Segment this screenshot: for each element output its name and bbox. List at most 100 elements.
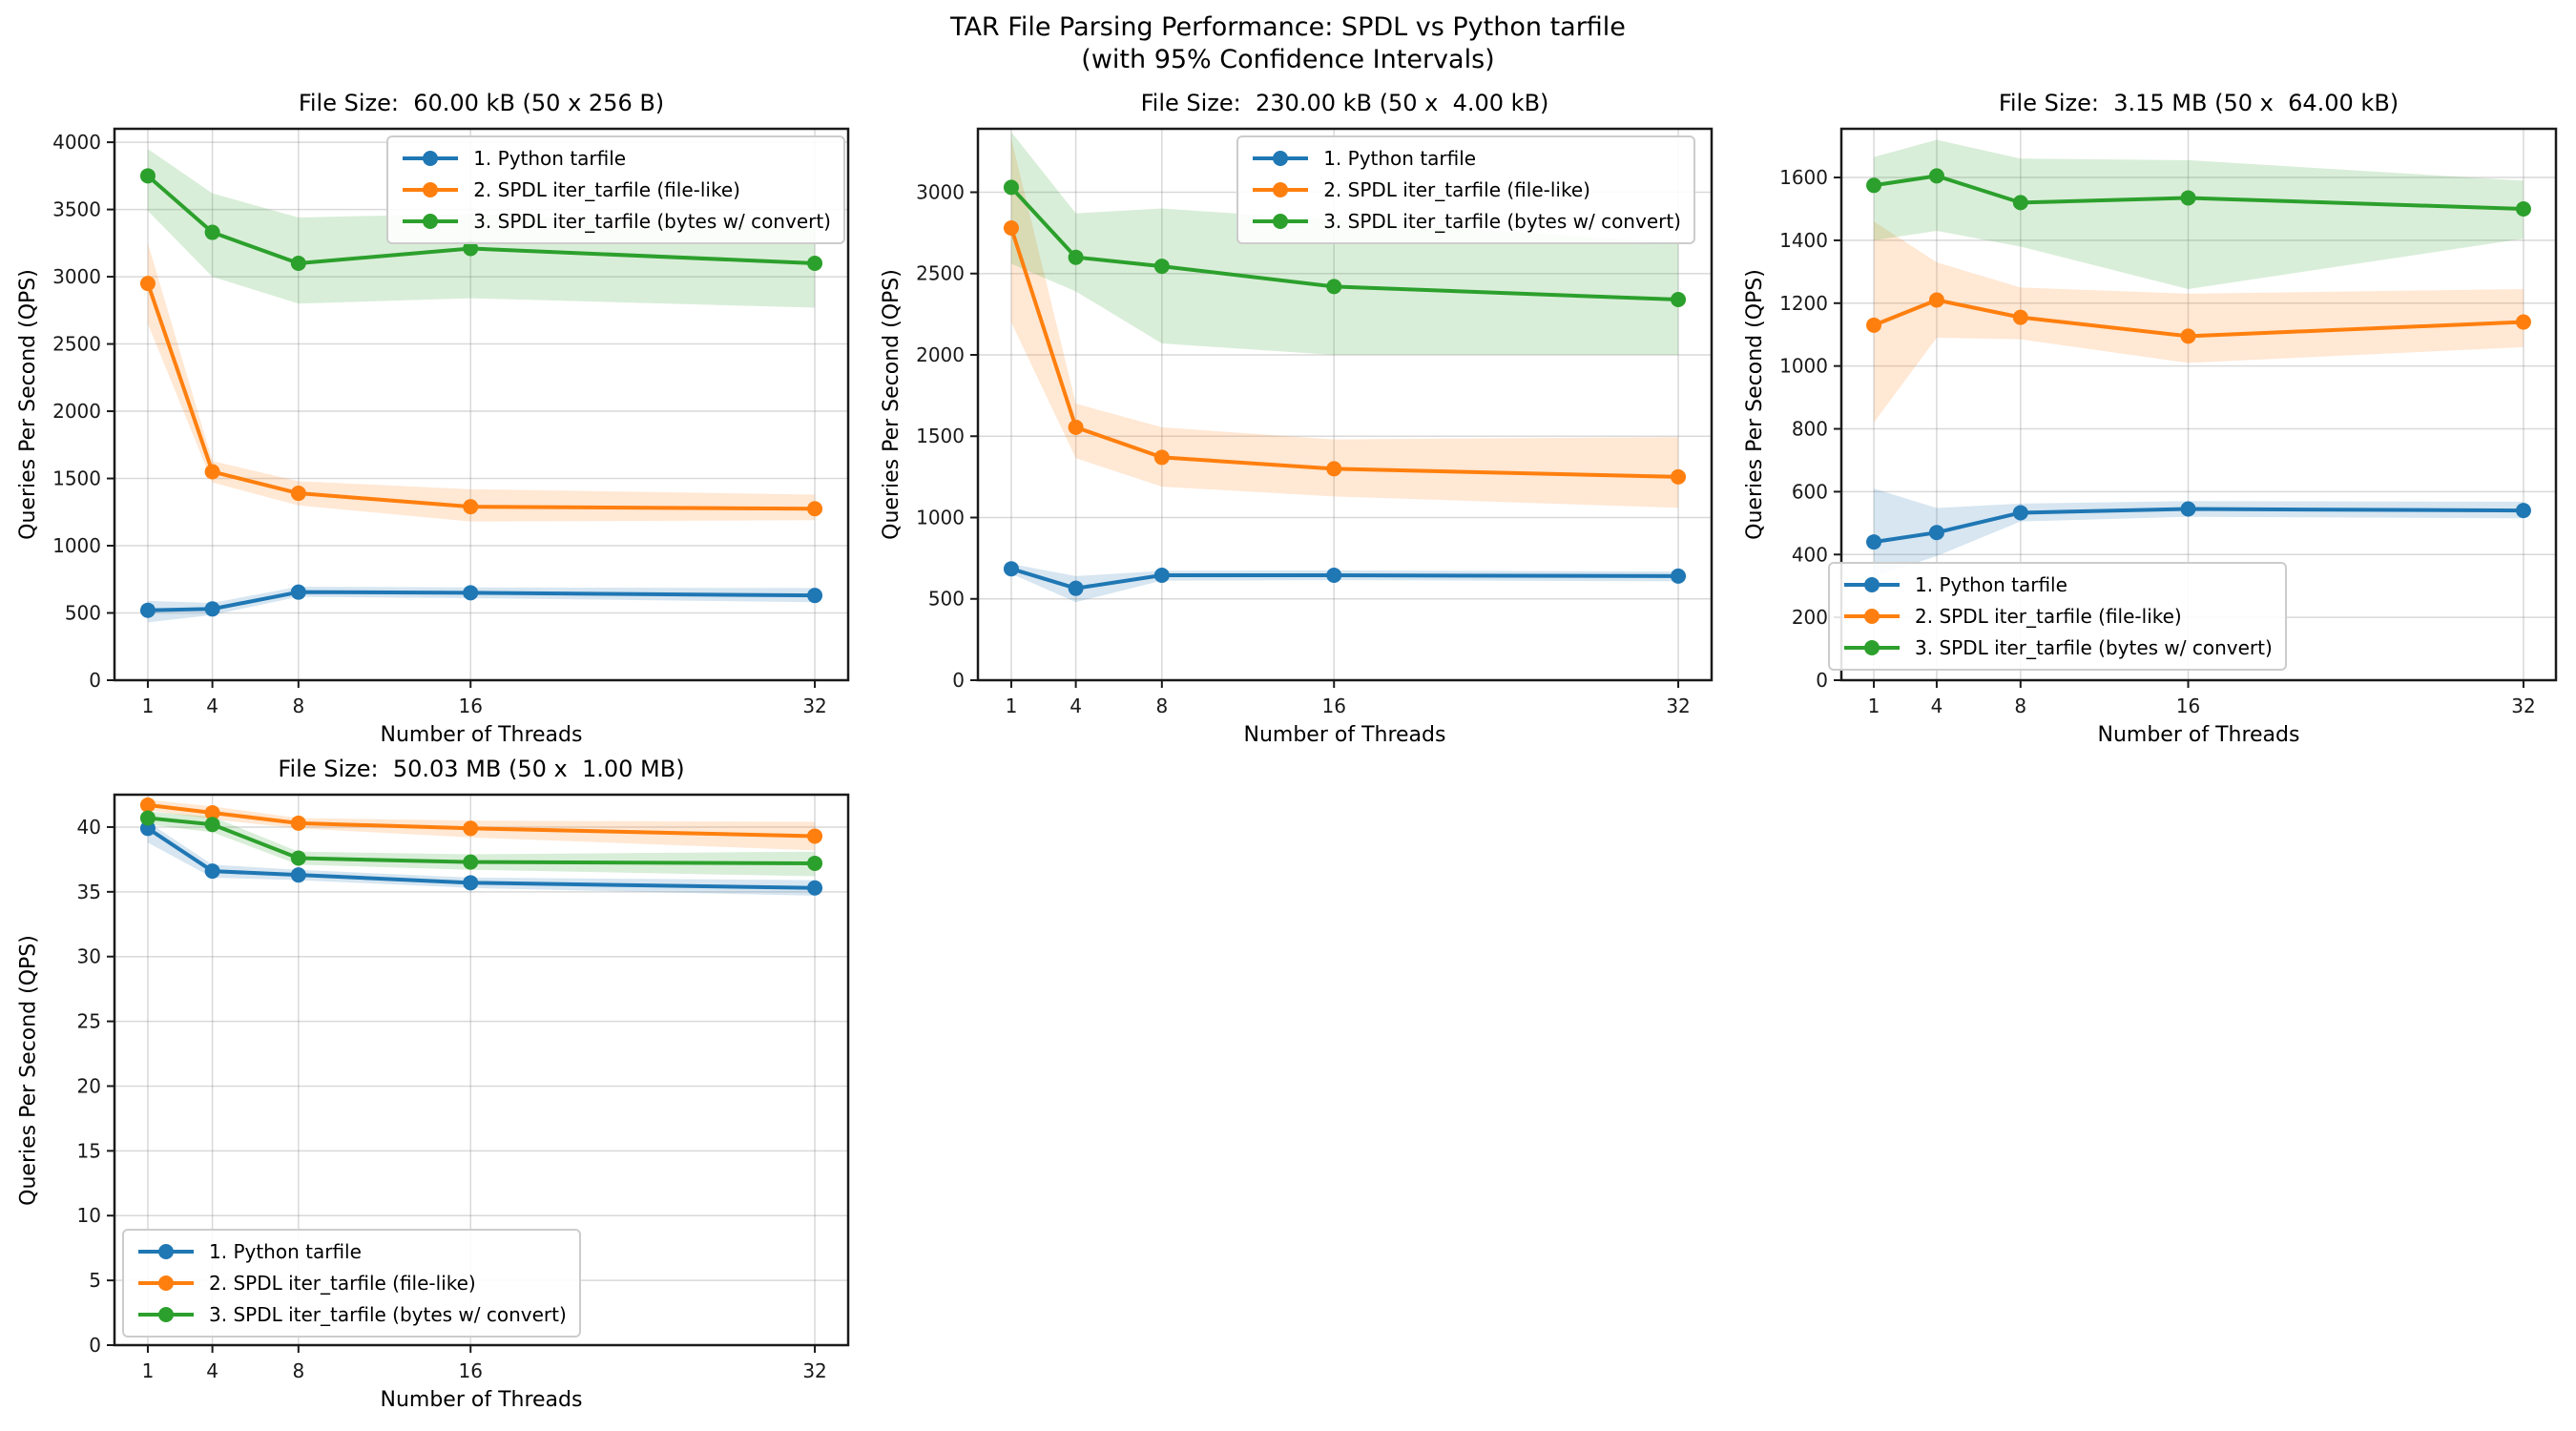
y-tick-label: 3500: [52, 198, 101, 221]
legend-label: 3. SPDL iter_tarfile (bytes w/ convert): [209, 1303, 567, 1326]
legend-label: 1. Python tarfile: [1915, 573, 2067, 596]
data-point-marker: [1671, 568, 1687, 584]
y-tick-label: 25: [77, 1010, 101, 1033]
y-tick-label: 15: [77, 1139, 101, 1162]
data-point-marker: [2515, 314, 2531, 330]
x-axis-label: Number of Threads: [380, 723, 583, 747]
y-tick-label: 400: [1792, 543, 1828, 566]
legend-line-sample: [1253, 151, 1309, 166]
data-point-marker: [290, 815, 306, 831]
data-point-marker: [2180, 190, 2196, 206]
legend-line-sample: [138, 1307, 194, 1322]
data-point-marker: [2180, 501, 2196, 517]
x-tick-label: 8: [292, 1359, 304, 1382]
y-tick-label: 2000: [52, 400, 101, 423]
data-point-marker: [139, 276, 156, 292]
x-tick-label: 4: [206, 1359, 218, 1382]
legend-line-sample: [403, 151, 459, 166]
y-tick-label: 0: [89, 1334, 101, 1357]
y-tick-label: 40: [77, 816, 101, 839]
x-tick-label: 32: [2511, 695, 2535, 717]
x-tick-label: 32: [802, 1359, 826, 1382]
x-tick-label: 32: [1666, 695, 1690, 717]
legend-marker: [158, 1275, 174, 1291]
data-point-marker: [1866, 317, 1882, 333]
data-point-marker: [807, 255, 823, 271]
ci-band: [1874, 221, 2524, 423]
y-tick-label: 500: [928, 588, 965, 611]
legend-marker: [1273, 182, 1289, 197]
data-point-marker: [204, 464, 220, 480]
legend-item: 3. SPDL iter_tarfile (bytes w/ convert): [136, 1302, 567, 1327]
data-point-marker: [1153, 449, 1170, 466]
data-point-marker: [204, 224, 220, 240]
data-point-marker: [1928, 168, 1944, 184]
figure-title: TAR File Parsing Performance: SPDL vs Py…: [0, 11, 2576, 76]
x-tick-label: 32: [802, 695, 826, 717]
data-point-marker: [1326, 568, 1342, 584]
x-tick-label: 1: [142, 1359, 155, 1382]
legend-item: 2. SPDL iter_tarfile (file-like): [1842, 604, 2273, 629]
legend-marker: [1864, 577, 1880, 592]
ci-band: [1874, 139, 2524, 289]
x-axis-label: Number of Threads: [1243, 723, 1446, 747]
legend-marker: [423, 182, 439, 197]
x-tick-label: 1: [142, 695, 155, 717]
y-tick-label: 1000: [916, 506, 965, 529]
data-point-marker: [2515, 200, 2531, 217]
legend-line-sample: [1844, 577, 1900, 592]
legend-marker: [1864, 640, 1880, 655]
y-tick-label: 3000: [916, 180, 965, 203]
legend-marker: [1864, 609, 1880, 624]
data-point-marker: [1003, 561, 1019, 577]
x-axis-label: Number of Threads: [380, 1388, 583, 1412]
legend-line-sample: [403, 214, 459, 229]
figure-title-line2: (with 95% Confidence Intervals): [1081, 45, 1495, 74]
legend-marker: [158, 1244, 174, 1259]
data-point-marker: [2012, 195, 2028, 211]
data-point-marker: [463, 585, 479, 601]
data-point-marker: [2012, 309, 2028, 325]
data-point-marker: [1153, 568, 1170, 584]
data-point-marker: [463, 820, 479, 837]
y-axis-label: Queries Per Second (QPS): [16, 269, 40, 540]
y-axis-label: Queries Per Second (QPS): [1743, 269, 1767, 540]
data-point-marker: [290, 584, 306, 600]
legend: 1. Python tarfile 2. SPDL iter_tarfile (f…: [1236, 135, 1695, 244]
legend-line-sample: [1253, 214, 1309, 229]
x-tick-label: 4: [1070, 695, 1082, 717]
legend-item: 1. Python tarfile: [401, 146, 831, 171]
y-tick-label: 200: [1792, 606, 1828, 629]
y-tick-label: 0: [89, 669, 101, 692]
axes-spine: [113, 793, 850, 1347]
data-point-marker: [807, 880, 823, 896]
data-point-marker: [1671, 292, 1687, 308]
legend-item: 2. SPDL iter_tarfile (file-like): [401, 177, 831, 202]
y-tick-label: 2500: [52, 333, 101, 356]
axes-spine: [113, 127, 850, 682]
data-point-marker: [1928, 525, 1944, 541]
legend-label: 1. Python tarfile: [1323, 147, 1477, 170]
data-point-marker: [463, 875, 479, 891]
y-tick-label: 1000: [52, 534, 101, 557]
axes-spine: [976, 127, 1714, 682]
y-tick-label: 10: [77, 1204, 101, 1227]
data-point-marker: [139, 168, 156, 184]
data-point-marker: [807, 828, 823, 844]
legend-item: 3. SPDL iter_tarfile (bytes w/ convert): [1251, 209, 1681, 234]
legend-label: 1. Python tarfile: [473, 147, 627, 170]
legend-label: 3. SPDL iter_tarfile (bytes w/ convert): [1323, 210, 1681, 233]
data-point-marker: [2012, 505, 2028, 521]
legend-line-sample: [1844, 609, 1900, 624]
x-tick-label: 16: [458, 1359, 482, 1382]
legend-label: 3. SPDL iter_tarfile (bytes w/ convert): [473, 210, 831, 233]
data-point-marker: [1068, 580, 1084, 596]
data-point-marker: [2180, 328, 2196, 344]
x-tick-label: 4: [206, 695, 218, 717]
axes-spine: [1839, 127, 2558, 682]
legend-label: 2. SPDL iter_tarfile (file-like): [473, 178, 740, 201]
y-tick-label: 0: [952, 669, 965, 692]
legend-line-sample: [403, 182, 459, 197]
x-tick-label: 16: [458, 695, 482, 717]
legend: 1. Python tarfile 2. SPDL iter_tarfile (f…: [122, 1229, 581, 1338]
